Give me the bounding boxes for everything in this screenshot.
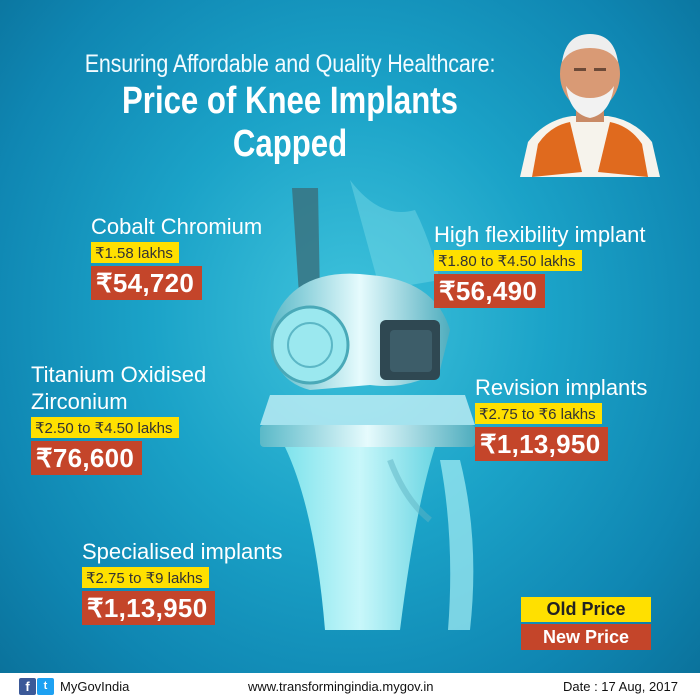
old-price-badge: ₹2.75 to ₹9 lakhs [82,567,209,588]
implant-name: Revision implants [475,375,648,400]
portrait-photo [520,34,660,177]
implant-name: Specialised implants [82,539,283,564]
knee-implant-illustration [260,180,475,630]
implant-name: Cobalt Chromium [91,214,263,239]
old-price-badge: ₹2.75 to ₹6 lakhs [475,403,602,424]
implant-cobalt-chromium: Cobalt Chromium ₹1.58 lakhs ₹54,720 [91,213,262,300]
new-price-badge: ₹54,720 [91,266,203,300]
new-price-badge: ₹1,13,950 [82,591,216,625]
implant-name: High flexibility implant [434,222,646,247]
implant-name-line-2: Zirconium [31,389,128,414]
new-price-badge: ₹56,490 [434,274,546,308]
implant-high-flexibility: High flexibility implant ₹1.80 to ₹4.50 … [434,221,646,308]
page-title-subtitle: Ensuring Affordable and Quality Healthca… [84,50,496,78]
website-link[interactable]: www.transformingindia.mygov.in [248,679,434,694]
footer-bar: f t MyGovIndia www.transformingindia.myg… [0,673,700,700]
social-handle[interactable]: MyGovIndia [60,679,130,694]
implant-specialised: Specialised implants ₹2.75 to ₹9 lakhs ₹… [82,538,283,625]
implant-revision: Revision implants ₹2.75 to ₹6 lakhs ₹1,1… [475,374,647,461]
implant-name-line-1: Titanium Oxidised [31,362,207,387]
old-price-badge: ₹1.58 lakhs [91,242,179,263]
old-price-badge: ₹1.80 to ₹4.50 lakhs [434,250,582,271]
publish-date: Date : 17 Aug, 2017 [563,679,678,694]
page-title: Price of Knee Implants Capped [122,80,458,165]
old-price-badge: ₹2.50 to ₹4.50 lakhs [31,417,179,438]
new-price-badge: ₹1,13,950 [475,427,609,461]
facebook-icon[interactable]: f [19,678,36,695]
legend-old-price: Old Price [521,597,651,622]
new-price-badge: ₹76,600 [31,441,143,475]
implant-titanium-oxidised-zirconium: Titanium Oxidised Zirconium ₹2.50 to ₹4.… [31,361,206,475]
legend-new-price: New Price [521,624,651,650]
twitter-icon[interactable]: t [37,678,54,695]
